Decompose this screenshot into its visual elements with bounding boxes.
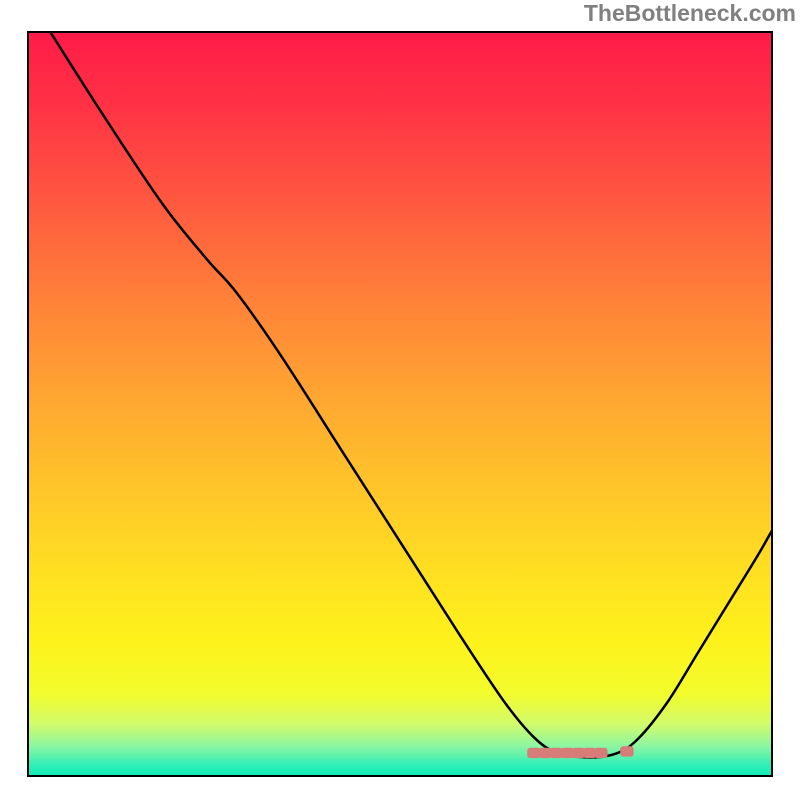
bottleneck-chart: [0, 0, 800, 800]
chart-container: TheBottleneck.com: [0, 0, 800, 800]
marker-dot: [594, 748, 607, 758]
gradient-fill: [28, 32, 772, 776]
plot-area: [28, 32, 772, 776]
marker-dot: [620, 746, 633, 756]
